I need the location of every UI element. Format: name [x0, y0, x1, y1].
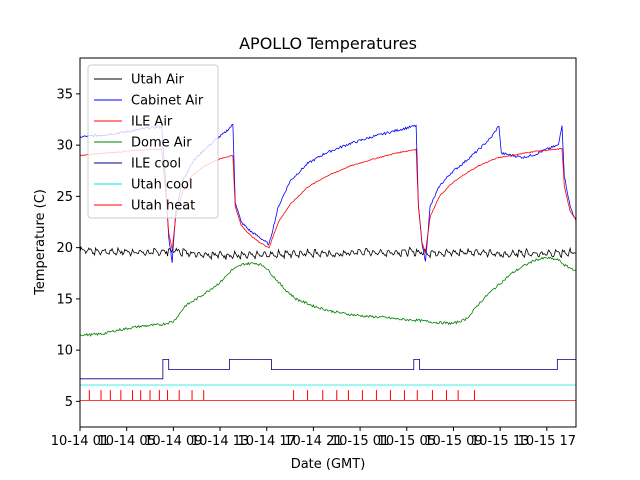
legend-label-utah-heat: Utah heat [131, 199, 195, 214]
x-tick-label: 10-15 05 [378, 434, 436, 449]
x-tick-label: 10-14 09 [144, 434, 202, 449]
x-tick-label: 10-15 01 [331, 434, 389, 449]
legend-label-ile-cool: ILE cool [131, 157, 181, 172]
x-tick-label: 10-14 01 [51, 434, 109, 449]
legend-label-dome-air: Dome Air [131, 136, 192, 151]
y-tick-label: 5 [65, 395, 73, 410]
legend-label-cabinet-air: Cabinet Air [131, 94, 204, 109]
chart-title: APOLLO Temperatures [239, 34, 417, 53]
x-tick-label: 10-15 13 [471, 434, 529, 449]
x-tick-label: 10-14 13 [191, 434, 249, 449]
series-line-ile-cool [80, 358, 576, 380]
y-tick-label: 15 [56, 292, 73, 307]
x-tick-label: 10-14 17 [238, 434, 296, 449]
y-tick-label: 10 [56, 344, 73, 359]
plot-frame [79, 57, 577, 428]
y-tick-label: 20 [56, 241, 73, 256]
y-tick-label: 35 [56, 87, 73, 102]
x-tick-label: 10-14 21 [284, 434, 342, 449]
y-tick-label: 25 [56, 190, 73, 205]
y-tick-label: 30 [56, 139, 73, 154]
y-axis: 5 10 15 20 25 30 35 [56, 87, 80, 410]
legend: Utah Air Cabinet Air ILE Air Dome Air ILE co… [87, 64, 219, 219]
legend-label-ile-air: ILE Air [131, 115, 173, 130]
legend-label-utah-cool: Utah cool [131, 178, 193, 193]
legend-label-utah-air: Utah Air [131, 73, 184, 88]
series-line-utah-air [80, 245, 576, 261]
x-tick-label: 10-15 17 [518, 434, 576, 449]
series-line-dome-air [80, 256, 576, 338]
x-axis-label: Date (GMT) [291, 457, 366, 472]
x-tick-label: 10-15 09 [424, 434, 482, 449]
legend-box [87, 64, 219, 219]
y-axis-label: Temperature (C) [33, 189, 48, 296]
x-tick-label: 10-14 05 [97, 434, 155, 449]
